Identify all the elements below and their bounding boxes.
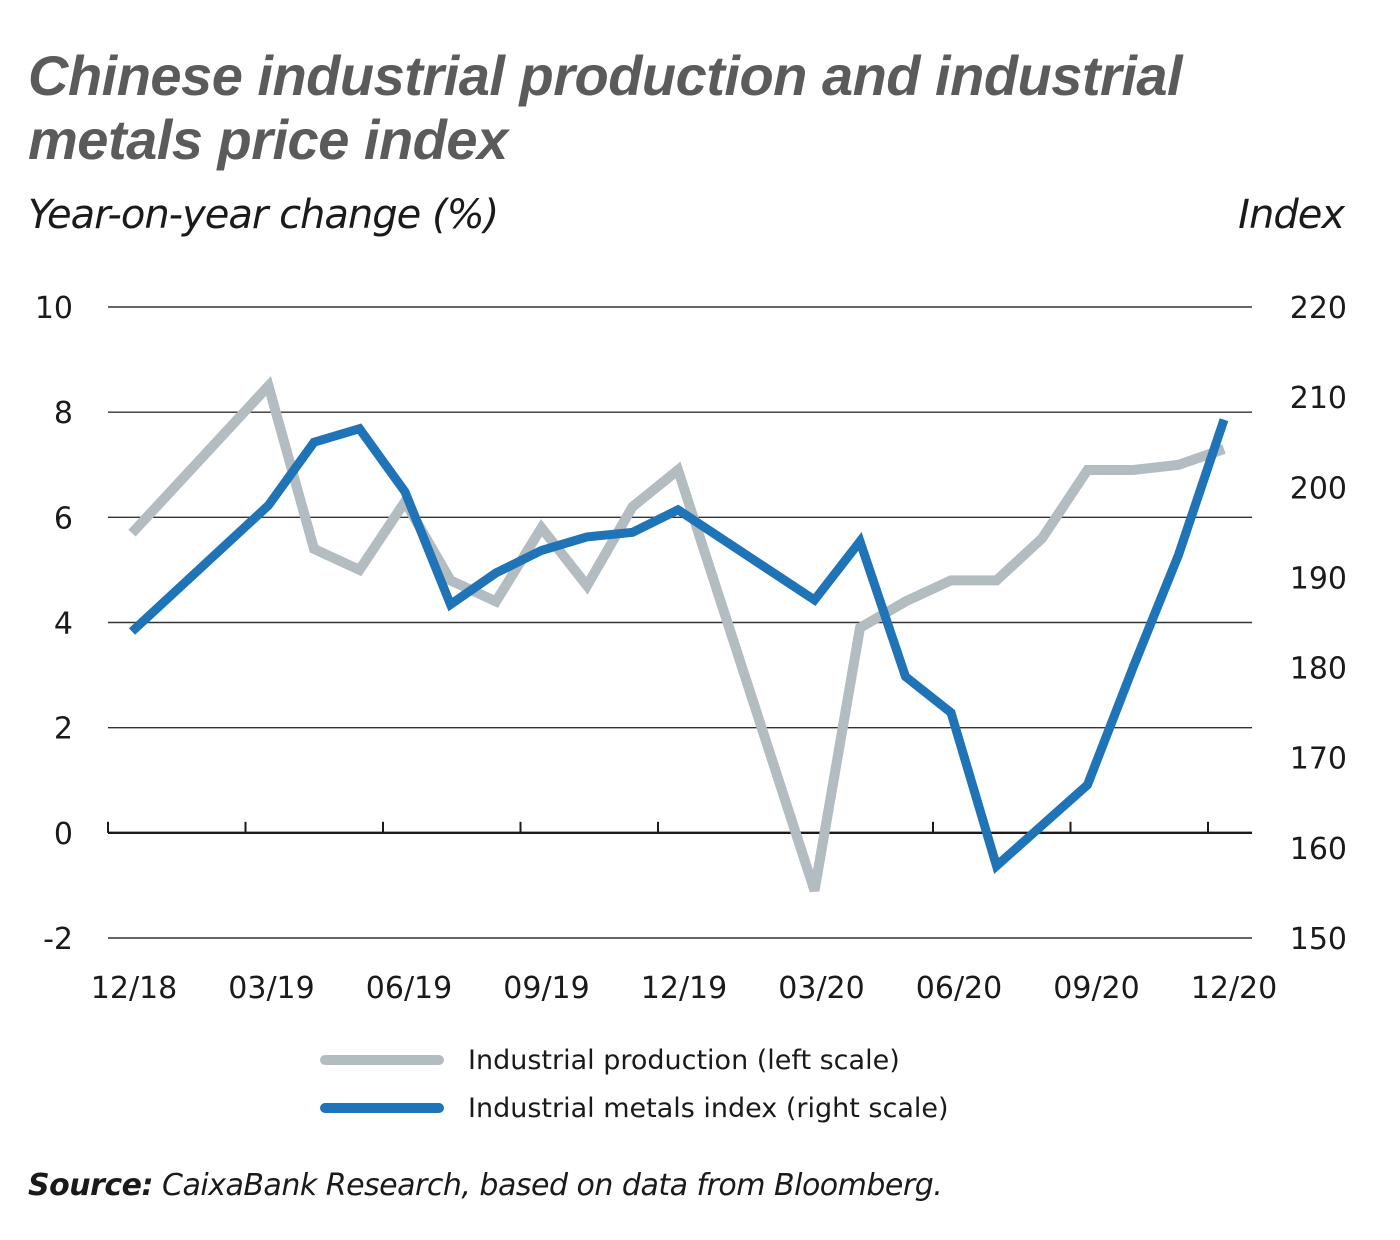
x-tick-label: 06/19: [366, 971, 452, 1006]
x-axis: [107, 821, 1252, 835]
gridlines: [108, 306, 1252, 939]
right-tick-label: 180: [1290, 652, 1347, 687]
right-tick-label: 170: [1290, 742, 1347, 777]
left-tick-label: 8: [54, 396, 73, 431]
legend-swatch-industrial-production: [320, 1055, 444, 1065]
legend-label-industrial-production: Industrial production (left scale): [468, 1044, 900, 1076]
legend-swatch-industrial-metals: [320, 1103, 444, 1113]
right-tick-label: 220: [1290, 291, 1347, 326]
legend: Industrial production (left scale) Indus…: [320, 1036, 949, 1132]
x-tick-label: 03/20: [778, 971, 864, 1006]
x-tick-label: 12/18: [91, 971, 177, 1006]
x-tick-label: 12/19: [641, 971, 727, 1006]
x-tick-label: 12/20: [1191, 971, 1277, 1006]
right-tick-label: 200: [1290, 471, 1347, 506]
right-tick-label: 210: [1290, 381, 1347, 416]
legend-label-industrial-metals: Industrial metals index (right scale): [468, 1092, 949, 1124]
left-axis-ticks: 10 8 6 4 2 0 -2: [35, 291, 73, 957]
series-lines: [128, 375, 1229, 893]
industrial-metals-line: [128, 418, 1229, 874]
left-tick-label: 0: [54, 817, 73, 852]
right-tick-label: 190: [1290, 561, 1347, 596]
chart-title: Chinese industrial production and indust…: [28, 44, 1183, 171]
left-tick-label: 6: [54, 501, 73, 536]
left-tick-label: 4: [54, 607, 73, 642]
x-tick-label: 09/19: [503, 971, 589, 1006]
left-axis-label: Year-on-year change (%): [28, 192, 499, 238]
right-axis-label: Index: [1238, 192, 1345, 238]
legend-item-industrial-metals: Industrial metals index (right scale): [320, 1084, 949, 1132]
source-text: CaixaBank Research, based on data from B…: [162, 1168, 943, 1203]
x-axis-ticks: 12/18 03/19 06/19 09/19 12/19 03/20 06/20 09/20…: [91, 971, 1277, 1006]
source-note: Source: CaixaBank Research, based on dat…: [28, 1168, 943, 1203]
left-tick-label: 10: [35, 291, 73, 326]
x-tick-label: 03/19: [228, 971, 314, 1006]
right-tick-label: 160: [1290, 832, 1347, 867]
x-tick-label: 09/20: [1053, 971, 1139, 1006]
legend-item-industrial-production: Industrial production (left scale): [320, 1036, 949, 1084]
source-label: Source:: [28, 1168, 154, 1203]
right-axis-ticks: 220 210 200 190 180 170 160 150: [1290, 291, 1347, 957]
left-tick-label: 2: [54, 712, 73, 747]
x-tick-label: 06/20: [916, 971, 1002, 1006]
right-tick-label: 150: [1290, 922, 1347, 957]
left-tick-label: -2: [43, 922, 73, 957]
industrial-production-line: [128, 375, 1226, 893]
